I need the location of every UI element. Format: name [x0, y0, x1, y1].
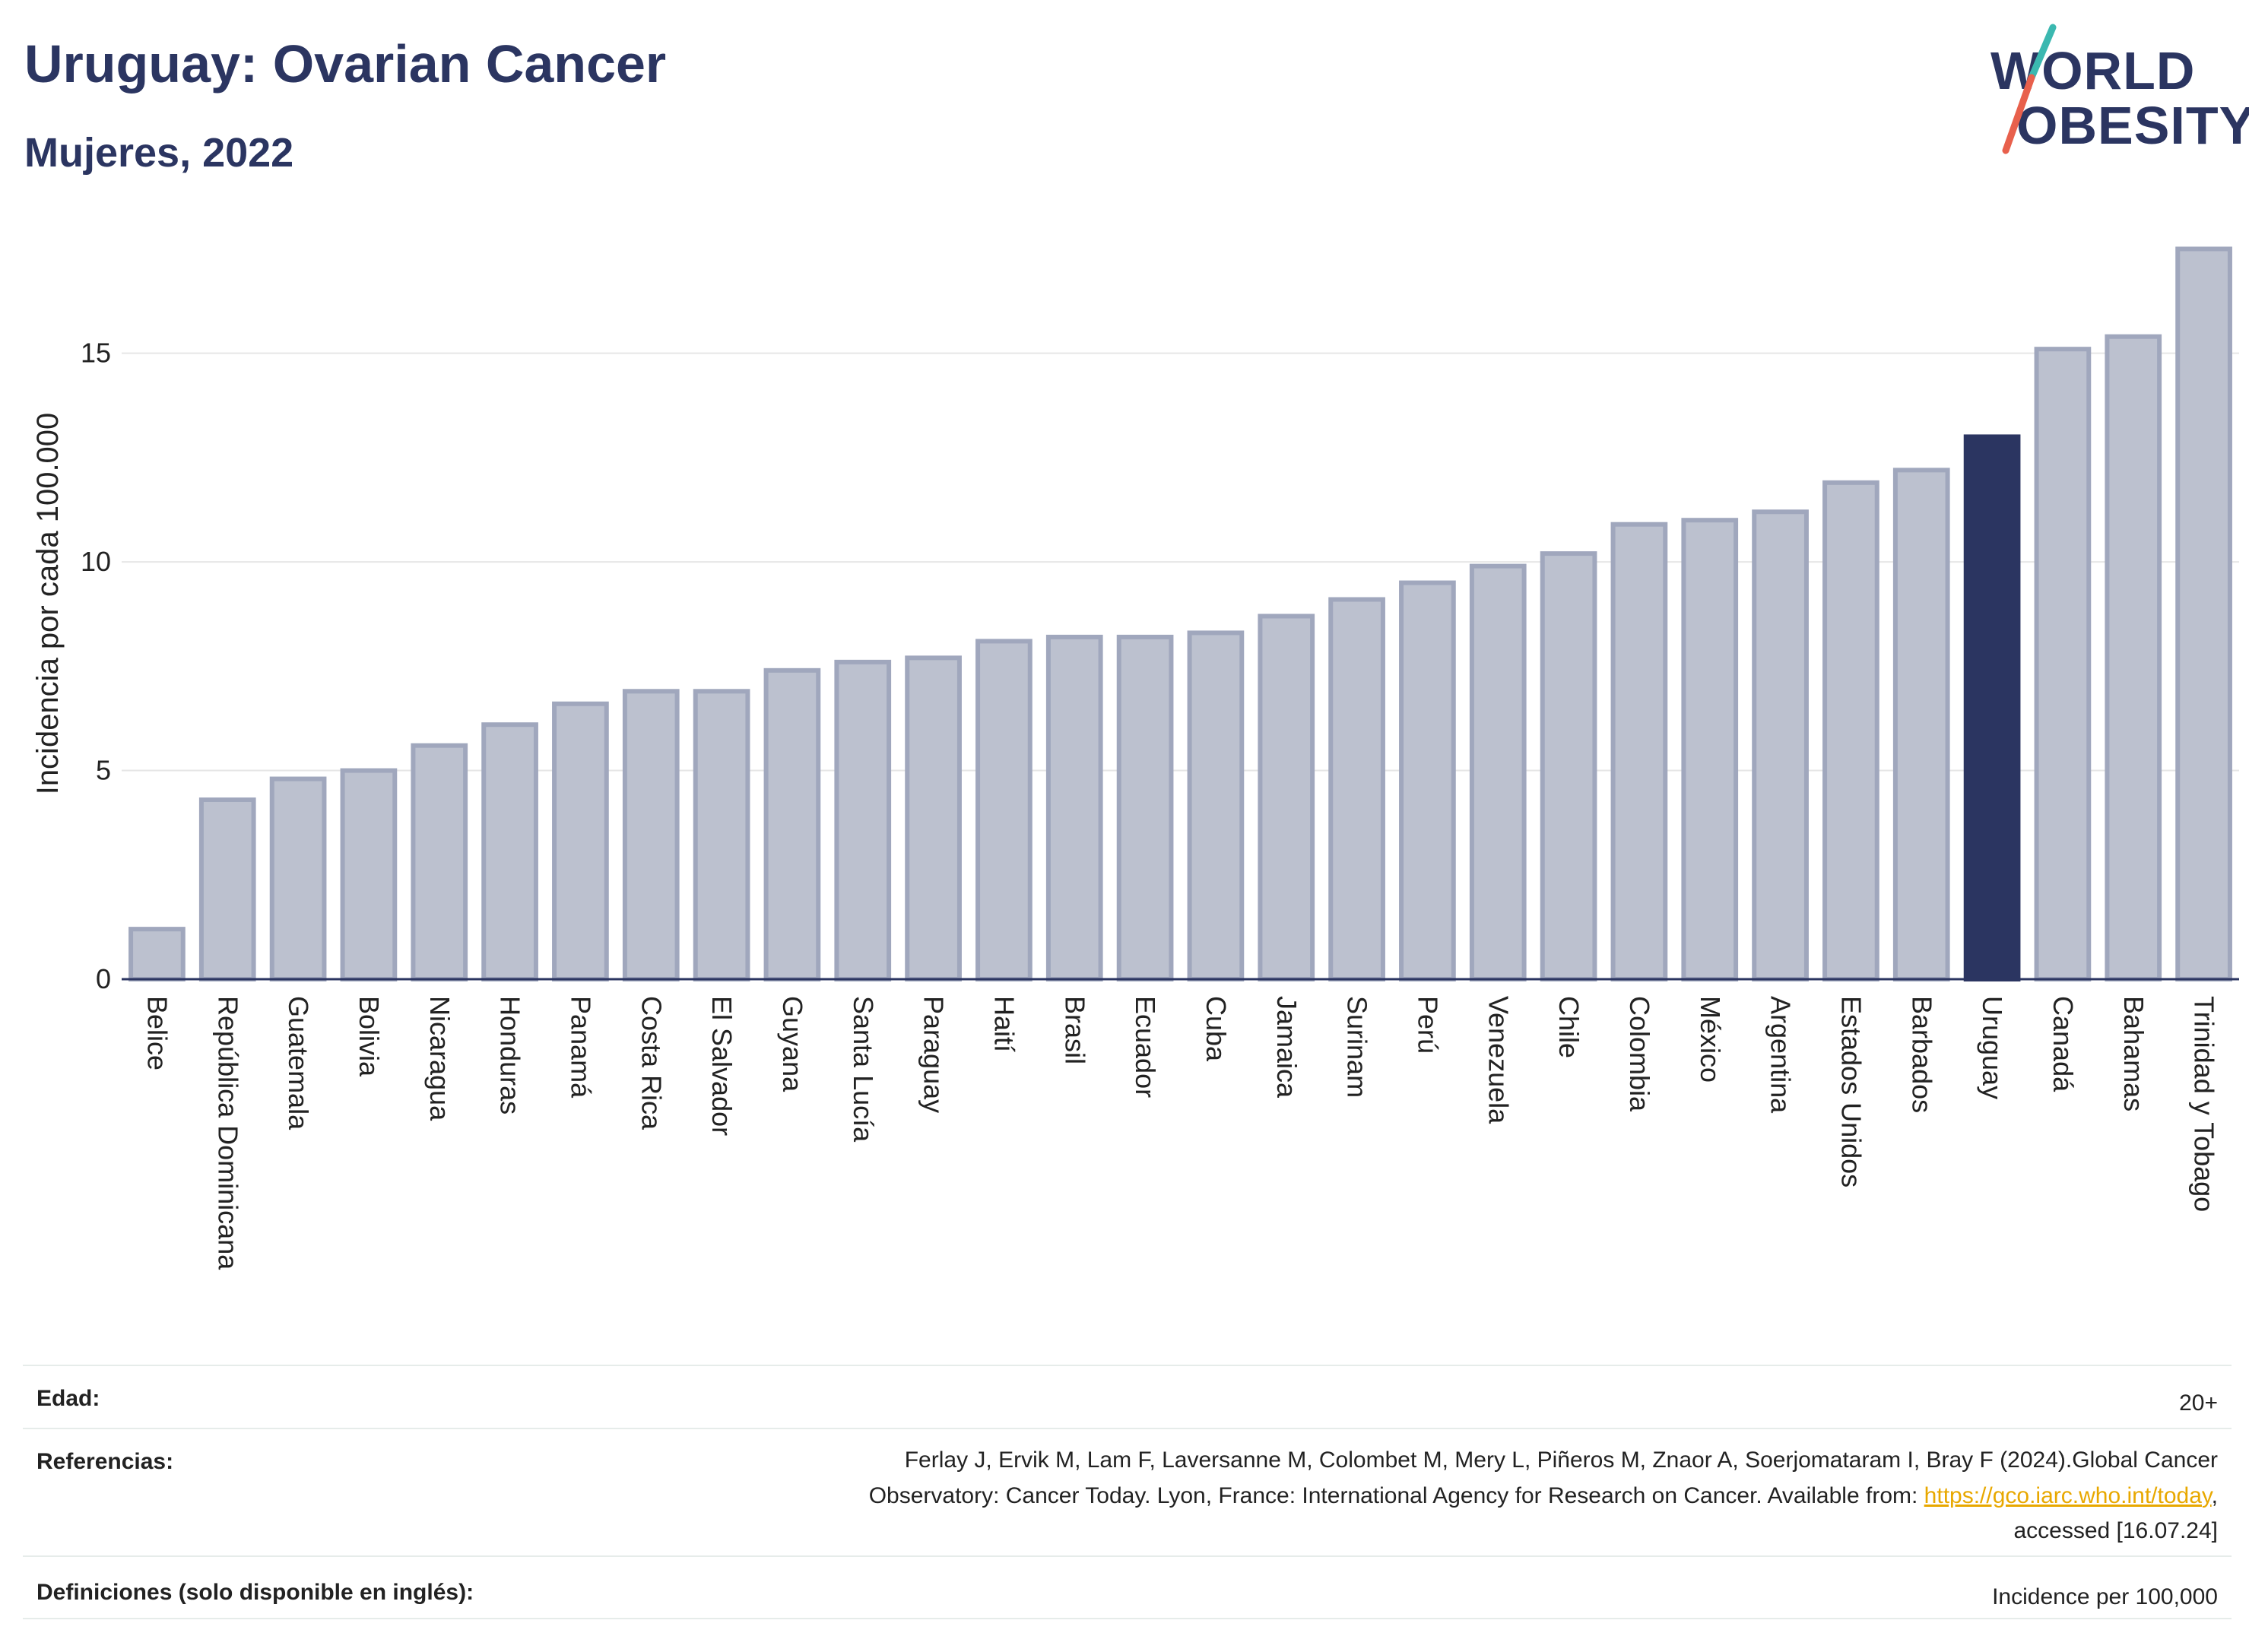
references-line-3: accessed [16.07.24] [2013, 1518, 2218, 1543]
y-tick-label: 0 [96, 963, 111, 994]
bar-highlighted [1963, 434, 2021, 981]
divider [23, 1428, 2232, 1429]
bar [552, 701, 609, 981]
x-tick-label: Honduras [495, 996, 526, 1115]
references-line-2-suffix: , [2211, 1482, 2218, 1508]
x-tick-label: Paraguay [918, 996, 950, 1113]
age-label: Edad: [36, 1386, 100, 1411]
y-tick-label: 5 [96, 755, 111, 786]
x-tick-label: Haití [988, 996, 1020, 1052]
world-obesity-logo: WORLD OBESITY [1977, 23, 2249, 160]
references-line-2-prefix: Observatory: Cancer Today. Lyon, France:… [868, 1482, 1924, 1508]
x-tick-label: Perú [1412, 996, 1443, 1054]
x-tick-label: Estados Unidos [1835, 996, 1867, 1187]
bar [1399, 580, 1456, 981]
x-tick-label: Uruguay [1977, 996, 2008, 1099]
logo-slash-icon [2002, 24, 2057, 154]
bar [128, 927, 186, 981]
x-tick-label: Canadá [2048, 996, 2079, 1092]
references-label: Referencias: [36, 1449, 174, 1474]
logo-line-2: OBESITY [2016, 96, 2249, 155]
references-link[interactable]: https://gco.iarc.who.int/today [1924, 1482, 2212, 1508]
page-subtitle: Mujeres, 2022 [24, 130, 294, 176]
x-tick-label: Trinidad y Tobago [2189, 996, 2220, 1212]
x-tick-label: Santa Lucía [848, 996, 879, 1143]
x-tick-label: México [1695, 996, 1726, 1083]
x-tick-label: Chile [1553, 996, 1584, 1058]
bar [1045, 634, 1103, 982]
x-tick-label: Barbados [1906, 996, 1937, 1113]
bar [269, 776, 327, 981]
x-tick-label: Surinam [1342, 996, 1373, 1098]
x-tick-label: Ecuador [1130, 996, 1161, 1098]
bar [1610, 522, 1668, 981]
x-tick-label: Guatemala [283, 996, 314, 1130]
bar [1116, 634, 1174, 982]
bar [763, 667, 821, 981]
x-tick-label: El Salvador [706, 996, 738, 1136]
references-text: Ferlay J, Ervik M, Lam F, Laversanne M, … [469, 1443, 2218, 1549]
x-tick-label: Belice [141, 996, 173, 1070]
bar [2105, 334, 2162, 981]
x-tick-label: Bahamas [2118, 996, 2149, 1111]
x-tick-label: Panamá [565, 996, 596, 1099]
bar [622, 689, 680, 981]
bar [411, 743, 468, 981]
bar [2034, 347, 2092, 981]
y-axis-label: Incidencia por cada 100.000 [31, 413, 65, 795]
divider [23, 1365, 2232, 1366]
definitions-value: Incidence per 100,000 [1992, 1584, 2218, 1609]
bar [1328, 597, 1385, 981]
bar [1469, 563, 1527, 981]
page-title: Uruguay: Ovarian Cancer [24, 34, 667, 94]
x-tick-label: Argentina [1765, 996, 1797, 1114]
x-tick-label: República Dominicana [212, 996, 243, 1270]
x-tick-label: Nicaragua [424, 996, 455, 1121]
age-value: 20+ [2179, 1390, 2218, 1416]
bar [198, 797, 256, 981]
x-tick-label: Guyana [777, 996, 808, 1092]
bar [1892, 468, 1950, 981]
divider [23, 1618, 2232, 1619]
divider [23, 1555, 2232, 1557]
bar [905, 655, 962, 981]
bar [975, 639, 1033, 982]
x-tick-label: Cuba [1201, 996, 1232, 1062]
x-tick-label: Brasil [1059, 996, 1090, 1064]
x-tick-label: Costa Rica [636, 996, 667, 1130]
x-tick-label: Colombia [1624, 996, 1655, 1112]
bar [1540, 551, 1597, 981]
bar [834, 659, 892, 981]
bar [340, 768, 398, 981]
bar [693, 689, 750, 981]
x-tick-label: Venezuela [1483, 996, 1514, 1124]
bar [1187, 630, 1245, 982]
y-tick-label: 10 [81, 546, 111, 577]
x-tick-label: Jamaica [1271, 996, 1302, 1099]
bar [1681, 518, 1739, 981]
bar-chart: 0 5 10 15 Incidencia por cada 100.000 Belice R… [31, 246, 2239, 1270]
definitions-label: Definiciones (solo disponible en inglés)… [36, 1580, 474, 1605]
bar [1752, 509, 1809, 981]
bar [1822, 480, 1879, 981]
bar [1258, 614, 1315, 981]
x-tick-label: Bolivia [354, 996, 385, 1077]
y-tick-label: 15 [81, 338, 111, 369]
bar [2175, 246, 2232, 981]
references-line-2: Observatory: Cancer Today. Lyon, France:… [469, 1479, 2218, 1514]
bar [481, 722, 538, 982]
references-line-1: Ferlay J, Ervik M, Lam F, Laversanne M, … [904, 1447, 2218, 1473]
